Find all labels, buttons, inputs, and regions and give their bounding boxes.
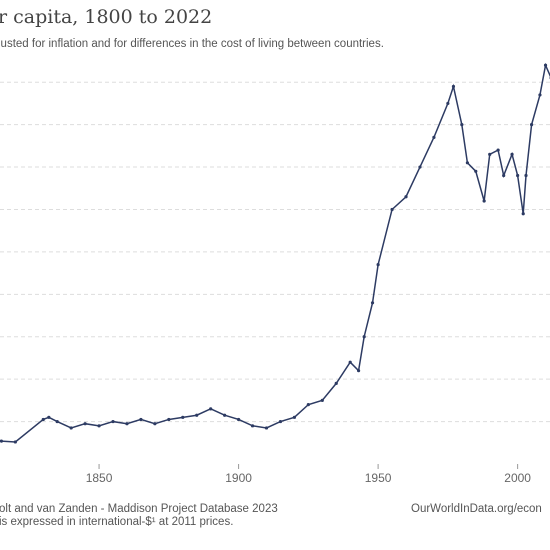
point — [432, 135, 436, 139]
note: is expressed in international-$¹ at 2011… — [0, 516, 233, 528]
point — [521, 212, 525, 216]
point — [446, 101, 450, 106]
point — [153, 422, 157, 426]
chart-title: r capita, 1800 to 2022 — [0, 6, 212, 28]
point — [465, 161, 470, 165]
point — [474, 169, 478, 173]
point — [370, 301, 375, 305]
point — [496, 148, 500, 152]
point — [13, 440, 17, 444]
point — [376, 263, 380, 267]
point — [524, 173, 528, 178]
point — [195, 413, 199, 417]
x-tick-label: 1850 — [86, 471, 113, 485]
point — [529, 123, 534, 127]
point — [502, 173, 506, 178]
point — [236, 417, 241, 422]
point — [111, 419, 115, 424]
point — [348, 360, 352, 364]
point — [320, 398, 324, 402]
point — [418, 165, 422, 169]
point — [181, 415, 185, 419]
x-tick-label: 1950 — [365, 471, 392, 485]
point — [278, 419, 283, 424]
point — [482, 199, 486, 203]
point — [264, 426, 269, 430]
point — [125, 422, 129, 426]
point — [362, 335, 366, 339]
point — [83, 422, 87, 426]
point — [460, 123, 464, 127]
point — [41, 417, 45, 422]
point — [97, 424, 101, 428]
point — [250, 424, 255, 428]
point — [223, 413, 227, 417]
source: olt and van Zanden - Maddison Project Da… — [0, 503, 278, 515]
point — [55, 419, 59, 424]
point — [167, 417, 171, 422]
point — [306, 403, 310, 407]
point — [538, 93, 542, 97]
point — [0, 439, 3, 443]
x-tick-label: 1900 — [225, 471, 252, 485]
point — [404, 195, 408, 199]
point — [488, 152, 492, 156]
point — [292, 415, 296, 419]
point — [451, 84, 456, 89]
point — [516, 173, 520, 178]
url: OurWorldInData.org/econ — [411, 503, 542, 515]
point — [139, 417, 143, 422]
point — [543, 63, 548, 67]
point — [510, 152, 514, 156]
chart-subtitle: justed for inflation and for differences… — [0, 38, 384, 50]
point — [356, 369, 361, 373]
x-tick-label: 2000 — [504, 471, 531, 485]
line — [1, 62, 550, 443]
point — [69, 426, 73, 430]
point — [334, 381, 338, 385]
point — [390, 207, 394, 212]
point — [209, 407, 213, 411]
point — [47, 415, 51, 419]
